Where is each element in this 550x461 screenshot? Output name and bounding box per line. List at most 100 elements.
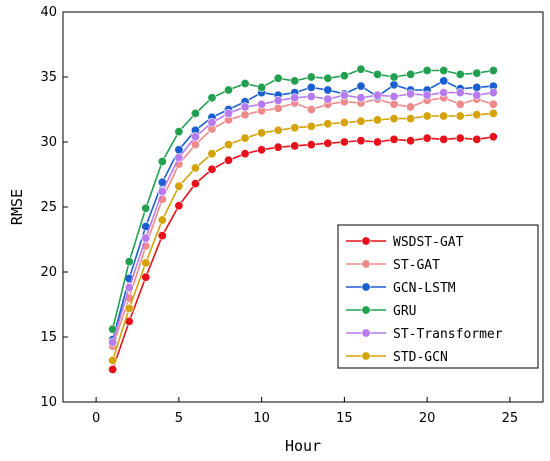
data-point xyxy=(439,76,449,86)
x-tick-label: 25 xyxy=(502,411,519,426)
series-std-gcn xyxy=(108,108,498,365)
data-point xyxy=(422,133,432,143)
x-tick-label: 0 xyxy=(92,411,100,426)
data-point xyxy=(240,149,250,159)
data-point xyxy=(323,119,333,129)
data-point xyxy=(141,233,151,243)
data-point xyxy=(306,121,316,131)
data-point xyxy=(422,111,432,121)
data-point xyxy=(257,99,267,109)
data-point xyxy=(190,108,200,118)
data-point xyxy=(356,81,366,91)
data-point xyxy=(323,138,333,148)
data-point xyxy=(141,203,151,213)
data-point xyxy=(306,105,316,115)
data-point xyxy=(389,114,399,124)
x-axis: 0 5 10 15 20 25 xyxy=(92,397,518,426)
x-tick-label: 5 xyxy=(175,411,183,426)
data-point xyxy=(240,133,250,143)
data-point xyxy=(190,179,200,189)
data-point xyxy=(273,95,283,105)
data-point xyxy=(257,145,267,155)
data-point xyxy=(372,69,382,79)
data-point xyxy=(174,201,184,211)
data-point xyxy=(290,76,300,86)
data-point xyxy=(207,93,217,103)
data-point xyxy=(273,103,283,113)
legend-item: ST-Transformer xyxy=(346,327,503,342)
y-tick-label: 25 xyxy=(40,200,57,215)
data-point xyxy=(422,66,432,76)
data-point xyxy=(306,82,316,92)
data-point xyxy=(488,99,498,109)
y-tick-label: 40 xyxy=(40,5,57,20)
data-point xyxy=(157,157,167,167)
legend: WSDST-GAT ST-GAT GCN-LSTM GRU ST-Transformer… xyxy=(337,224,539,369)
data-point xyxy=(290,141,300,151)
data-point xyxy=(306,92,316,102)
data-point xyxy=(422,90,432,100)
legend-marker xyxy=(361,259,371,269)
data-point xyxy=(406,102,416,112)
data-point xyxy=(190,132,200,142)
data-point xyxy=(406,89,416,99)
series-wsdst-gat xyxy=(108,132,498,374)
legend-marker xyxy=(361,236,371,246)
data-point xyxy=(439,134,449,144)
x-tick-label: 20 xyxy=(419,411,436,426)
data-point xyxy=(224,108,234,118)
data-point xyxy=(224,140,234,150)
legend-label: GRU xyxy=(393,304,416,319)
data-point xyxy=(290,93,300,103)
data-point xyxy=(488,88,498,98)
data-point xyxy=(372,115,382,125)
series-st-gat xyxy=(108,93,498,351)
data-point xyxy=(488,108,498,118)
data-point xyxy=(455,88,465,98)
data-point xyxy=(108,337,118,347)
data-point xyxy=(323,73,333,83)
data-point xyxy=(472,82,482,92)
legend-label: WSDST-GAT xyxy=(393,235,464,250)
y-axis: 10 15 20 25 30 35 40 xyxy=(40,5,68,410)
data-point xyxy=(488,66,498,76)
data-point xyxy=(207,118,217,128)
data-point xyxy=(356,136,366,146)
series-layer xyxy=(108,64,498,374)
data-point xyxy=(306,72,316,82)
data-point xyxy=(439,66,449,76)
data-point xyxy=(190,163,200,173)
x-axis-title: Hour xyxy=(285,437,321,455)
data-point xyxy=(389,72,399,82)
data-point xyxy=(389,80,399,90)
data-point xyxy=(240,110,250,120)
data-point xyxy=(439,111,449,121)
data-point xyxy=(406,114,416,124)
data-point xyxy=(339,71,349,81)
data-point xyxy=(372,137,382,147)
legend-item: WSDST-GAT xyxy=(346,235,464,250)
data-point xyxy=(472,110,482,120)
data-point xyxy=(257,82,267,92)
data-point xyxy=(240,79,250,89)
data-point xyxy=(323,85,333,95)
legend-marker xyxy=(361,328,371,338)
data-point xyxy=(356,93,366,103)
data-point xyxy=(174,153,184,163)
data-point xyxy=(124,303,134,313)
data-point xyxy=(406,136,416,146)
data-point xyxy=(273,73,283,83)
data-point xyxy=(488,132,498,142)
data-point xyxy=(207,149,217,159)
legend-label: ST-GAT xyxy=(393,258,440,273)
legend-marker xyxy=(361,305,371,315)
data-point xyxy=(389,92,399,102)
legend-item: GRU xyxy=(346,304,416,319)
series-st-transformer xyxy=(108,88,498,347)
data-point xyxy=(406,69,416,79)
data-point xyxy=(174,127,184,137)
data-point xyxy=(207,164,217,174)
data-point xyxy=(356,116,366,126)
data-point xyxy=(455,99,465,109)
data-point xyxy=(339,90,349,100)
